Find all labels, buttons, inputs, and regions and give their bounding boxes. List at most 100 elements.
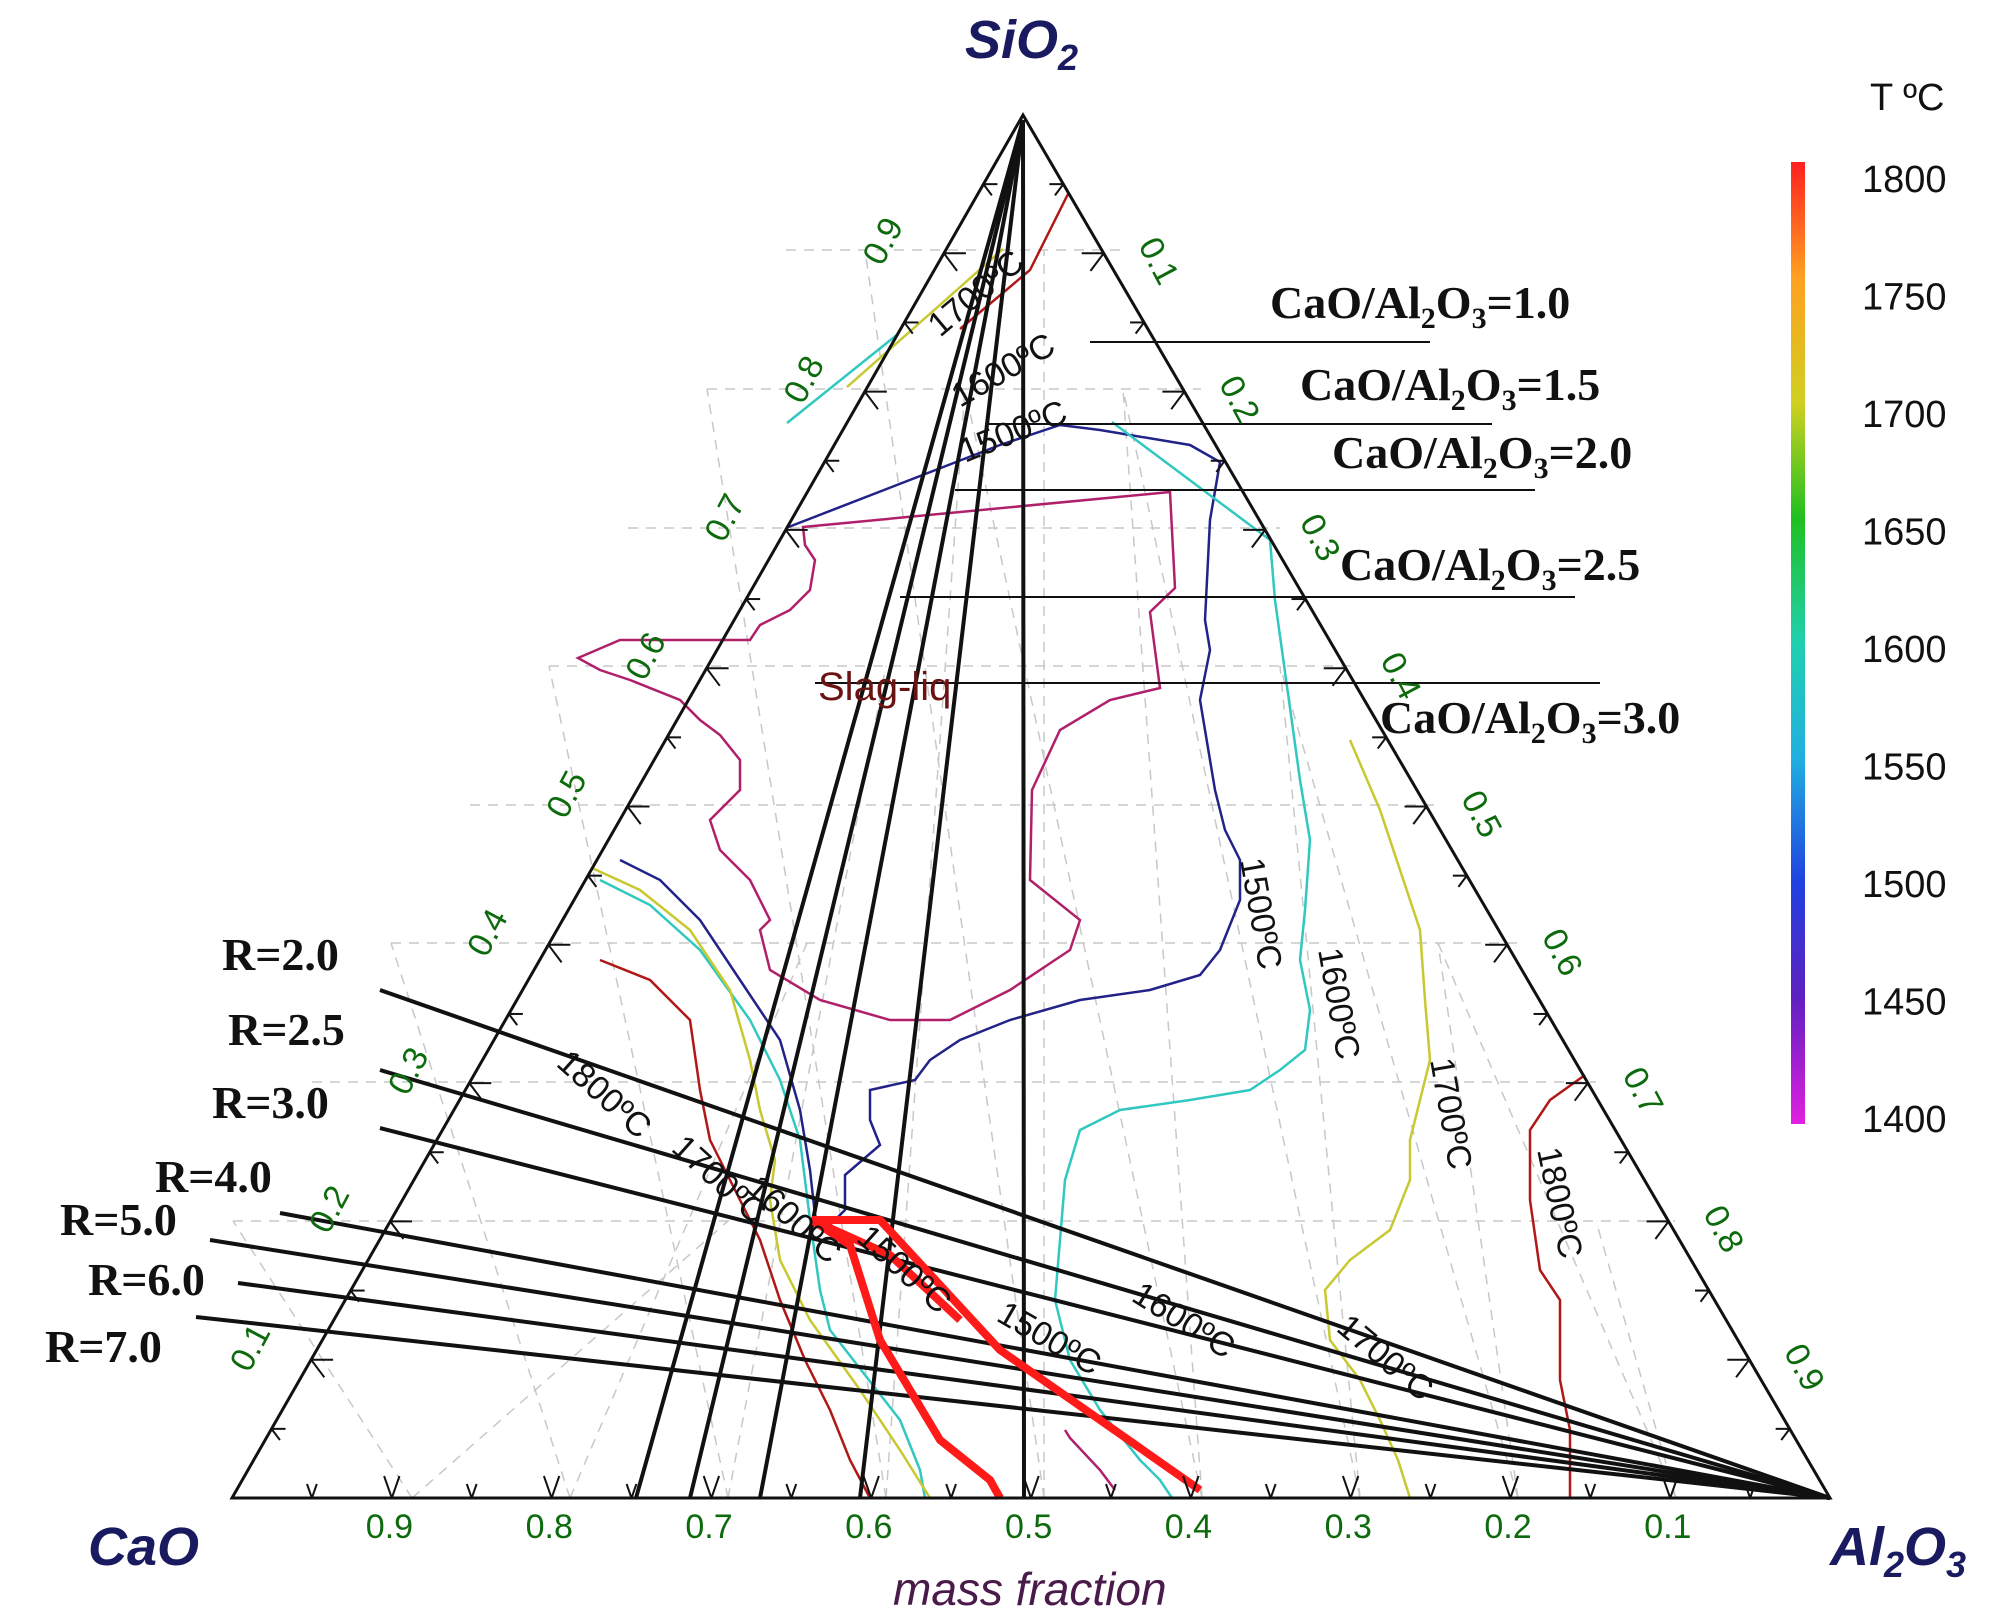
isotherm-1500 <box>619 423 1242 1231</box>
basicity-lines <box>195 988 1831 1500</box>
tick-right <box>1296 598 1307 611</box>
tick-label-bottom: 0.9 <box>366 1508 413 1546</box>
tick-bottom <box>625 1483 633 1499</box>
grid-lines <box>232 249 1677 1499</box>
label-1600-right: 1600ºC <box>1310 945 1367 1062</box>
tick-bottom <box>1349 1475 1360 1499</box>
tick-right <box>1619 1151 1630 1165</box>
tick-bottom <box>1744 1483 1752 1499</box>
tick-right <box>1654 1220 1670 1240</box>
tick-label-bottom: 0.7 <box>685 1508 732 1546</box>
label-1700-right: 1700ºC <box>1422 1055 1479 1172</box>
tick-right <box>1251 529 1266 549</box>
tick-left <box>349 1289 360 1303</box>
tick-bottom <box>785 1483 793 1499</box>
colorbar-value: 1600 <box>1862 629 1947 671</box>
tick-right <box>1054 183 1065 196</box>
basicity-label: R=3.0 <box>212 1077 329 1128</box>
label-1800-left: 1800ºC <box>550 1043 659 1147</box>
vertex-label-sio2: SiO2 <box>965 10 1078 78</box>
x-axis-label: mass fraction <box>893 1563 1167 1610</box>
tick-label-left: 0.8 <box>776 350 832 410</box>
svg-text:Al2O3: Al2O3 <box>1828 1517 1966 1585</box>
tick-bottom <box>1661 1475 1672 1499</box>
isotherm-1600 <box>599 333 1312 1499</box>
tick-label-left: 0.5 <box>539 765 595 825</box>
tick-label-right: 0.5 <box>1453 784 1509 844</box>
colorbar-value: 1550 <box>1862 747 1947 789</box>
tick-bottom <box>945 1483 953 1499</box>
ratio-label: CaO/Al2O3=1.5 <box>1300 359 1600 417</box>
tick-bottom <box>1424 1483 1432 1499</box>
tick-label-bottom: 0.5 <box>1005 1508 1052 1546</box>
tick-bottom <box>790 1483 798 1499</box>
basicity-label: R=7.0 <box>45 1321 162 1372</box>
tick-label-left: 0.3 <box>381 1041 437 1101</box>
tick-bottom <box>465 1483 473 1499</box>
tick-left <box>428 1151 439 1165</box>
svg-text:SiO2: SiO2 <box>965 10 1078 78</box>
tick-right <box>1089 252 1105 272</box>
tick-right <box>1573 1082 1589 1102</box>
isotherm-1400 <box>575 490 1177 1491</box>
tick-left <box>310 1359 326 1378</box>
tick-label-left: 0.4 <box>460 903 516 963</box>
ratio-label: CaO/Al2O3=2.0 <box>1332 427 1632 485</box>
tick-label-left: 0.7 <box>697 488 753 548</box>
tick-label-bottom: 0.2 <box>1484 1508 1531 1546</box>
tick-left <box>626 805 642 825</box>
tick-bottom <box>1501 1475 1512 1499</box>
tick-left <box>784 529 800 549</box>
tick-marks <box>270 183 1791 1499</box>
colorbar-labels: 1800 1750 1700 1650 1600 1550 1500 1450 1400 <box>1862 159 1947 1141</box>
vertex-label-al2o3: Al2O3 <box>1828 1517 1966 1585</box>
tick-label-bottom: 0.1 <box>1644 1508 1691 1546</box>
tick-bottom <box>390 1475 401 1499</box>
tick-right <box>1457 875 1468 888</box>
tick-bottom <box>1189 1475 1200 1499</box>
tick-right <box>1215 460 1226 473</box>
colorbar-value: 1650 <box>1862 512 1947 554</box>
basicity-label: R=2.0 <box>222 929 339 980</box>
tick-label-bottom: 0.3 <box>1325 1508 1372 1546</box>
tick-bottom <box>1269 1483 1277 1499</box>
tick-bottom <box>1030 1475 1040 1499</box>
tick-left <box>587 875 598 888</box>
tick-left <box>270 1428 281 1441</box>
ratio-label: CaO/Al2O3=2.5 <box>1340 539 1640 597</box>
tick-bottom <box>710 1475 721 1499</box>
isotherm-1800 <box>599 193 1586 1499</box>
tick-bottom <box>1509 1475 1520 1499</box>
label-1800-right: 1800ºC <box>1529 1144 1590 1262</box>
tick-bottom <box>862 1475 873 1499</box>
tick-label-right: 0.1 <box>1131 231 1187 291</box>
tick-label-left: 0.2 <box>302 1180 358 1240</box>
vertex-label-cao: CaO <box>88 1517 199 1577</box>
colorbar-title: T ºC <box>1870 77 1944 119</box>
label-1500-right: 1500ºC <box>1232 855 1289 972</box>
tick-bottom <box>1669 1475 1679 1499</box>
basicity-label: R=5.0 <box>60 1194 177 1245</box>
tick-labels-bottom: 0.1 0.2 0.3 0.4 0.5 0.6 0.7 0.8 0.9 <box>366 1508 1692 1546</box>
tick-right <box>1780 1428 1791 1441</box>
tick-label-left: 0.6 <box>618 626 674 686</box>
basicity-labels: R=2.0 R=2.5 R=3.0 R=4.0R=5.0 R=6.0 R=7.0 <box>45 929 345 1372</box>
tick-bottom <box>383 1475 393 1499</box>
ratio-leaders <box>815 341 1600 684</box>
tick-bottom <box>1584 1483 1592 1499</box>
colorbar-value: 1800 <box>1862 159 1947 201</box>
tick-bottom <box>702 1475 713 1499</box>
tick-left <box>508 1013 519 1026</box>
tick-bottom <box>1341 1475 1352 1499</box>
tick-right <box>1538 1013 1549 1026</box>
tick-label-bottom: 0.4 <box>1165 1508 1212 1546</box>
tick-bottom <box>550 1475 561 1499</box>
tick-bottom <box>470 1483 478 1499</box>
colorbar-value: 1400 <box>1862 1099 1947 1141</box>
colorbar-gradient <box>1791 162 1805 1124</box>
basicity-label: R=6.0 <box>88 1254 205 1305</box>
tick-bottom <box>950 1483 957 1499</box>
tick-bottom <box>1749 1483 1756 1499</box>
tick-label-right: 0.6 <box>1534 923 1590 983</box>
colorbar: T ºC 1800 1750 1700 1650 1600 1550 1500 1450 140… <box>1791 77 1947 1141</box>
